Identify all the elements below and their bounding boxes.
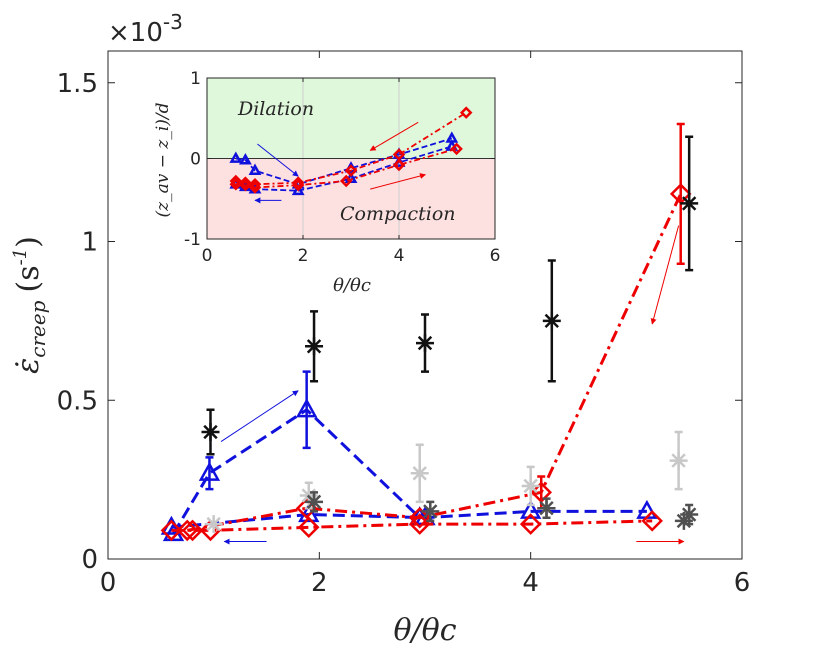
data-point — [392, 158, 406, 172]
series-line — [171, 519, 653, 532]
main-y-label: ε̇creep (s-1) — [10, 236, 50, 374]
main-x-label: θ/θc — [393, 613, 456, 648]
data-point — [248, 177, 262, 191]
compaction-label: Compaction — [340, 203, 456, 225]
data-point — [248, 163, 262, 175]
y-label-subscript: creep — [26, 300, 50, 357]
data-point — [669, 451, 688, 470]
data-point — [204, 515, 223, 534]
data-point — [410, 464, 429, 483]
data-point — [176, 519, 199, 542]
y-tick-label: -1 — [184, 230, 201, 250]
data-point — [295, 497, 318, 519]
data-point — [305, 492, 324, 511]
dilation-label: Dilation — [237, 98, 314, 120]
direction-arrow — [257, 143, 299, 177]
y-label-symbol: ε̇ — [11, 358, 46, 374]
x-tick-label: 2 — [311, 568, 328, 598]
data-point — [445, 131, 459, 143]
y-tick-label: 1 — [190, 69, 201, 89]
error-bar — [676, 122, 685, 265]
direction-arrow — [220, 390, 299, 442]
series — [201, 135, 699, 456]
y-label-unit: (s — [11, 265, 46, 292]
series-line — [235, 147, 457, 189]
data-point — [421, 502, 440, 521]
data-point — [229, 174, 243, 188]
data-point — [238, 153, 252, 165]
inset-plot-series — [229, 106, 473, 204]
direction-arrow — [650, 225, 680, 325]
dilation-region — [207, 78, 495, 159]
inset-chart: 0 2 4 6-101 Dilation Compaction θ/θc (z_av … — [153, 69, 500, 296]
data-point — [229, 151, 243, 163]
data-point — [521, 476, 540, 495]
y-tick-label: 0 — [81, 545, 98, 575]
series-line — [235, 111, 467, 186]
exponent-base: ×10 — [108, 18, 163, 48]
data-point — [542, 311, 561, 330]
data-point — [519, 499, 542, 519]
data-point — [339, 174, 353, 188]
data-point — [537, 499, 556, 518]
series-line — [187, 193, 683, 532]
x-tick-label: 6 — [734, 568, 751, 598]
y-label-unit-exp: -1 — [10, 248, 31, 266]
data-point — [291, 176, 305, 189]
data-point — [295, 398, 318, 418]
data-point — [392, 148, 406, 161]
data-point — [160, 519, 183, 542]
main-plot-series — [160, 122, 699, 545]
data-point — [519, 513, 542, 535]
x-tick-label: 0 — [100, 568, 117, 598]
inset-x-label: θ/θc — [333, 275, 371, 296]
series-line — [172, 407, 421, 535]
data-point — [641, 510, 663, 532]
direction-arrow — [370, 173, 426, 190]
series-line — [235, 137, 453, 186]
data-point — [459, 106, 473, 119]
data-point — [305, 337, 324, 356]
data-point — [201, 423, 220, 441]
exponent-power: -3 — [163, 10, 183, 34]
y-tick-label: 0 — [190, 150, 201, 170]
main-x-label-text: θ/θc — [393, 613, 456, 648]
data-point — [297, 516, 320, 539]
data-point — [680, 194, 699, 213]
series — [229, 106, 473, 191]
data-point — [298, 502, 320, 523]
data-point — [291, 183, 305, 196]
data-point — [198, 461, 221, 481]
data-point — [416, 334, 434, 353]
x-tick-label: 2 — [298, 246, 309, 266]
y-tick-label: 1.5 — [57, 69, 98, 99]
data-point — [344, 164, 358, 177]
data-point — [450, 142, 463, 156]
x-tick-label: 4 — [522, 568, 539, 598]
inset-axis-ticks: 0 2 4 6-101 — [184, 69, 500, 266]
y-tick-label: 0.5 — [57, 386, 98, 416]
main-axis-ticks: 0 2 4 6 0 0.5 1 1.5 — [57, 51, 751, 598]
data-point — [674, 511, 693, 530]
data-point — [239, 176, 252, 189]
exponent-label: ×10-3 — [108, 10, 183, 48]
y-label-unit-close: ) — [11, 236, 46, 248]
error-bar — [302, 370, 311, 450]
x-tick-label: 0 — [202, 246, 213, 266]
series — [160, 510, 663, 542]
x-tick-label: 4 — [394, 246, 405, 266]
inset-y-label: (z_av − z_i)/d — [153, 102, 173, 217]
x-tick-label: 6 — [490, 246, 501, 266]
series — [305, 491, 699, 530]
y-tick-label: 1 — [81, 228, 98, 258]
direction-arrow — [369, 121, 419, 151]
